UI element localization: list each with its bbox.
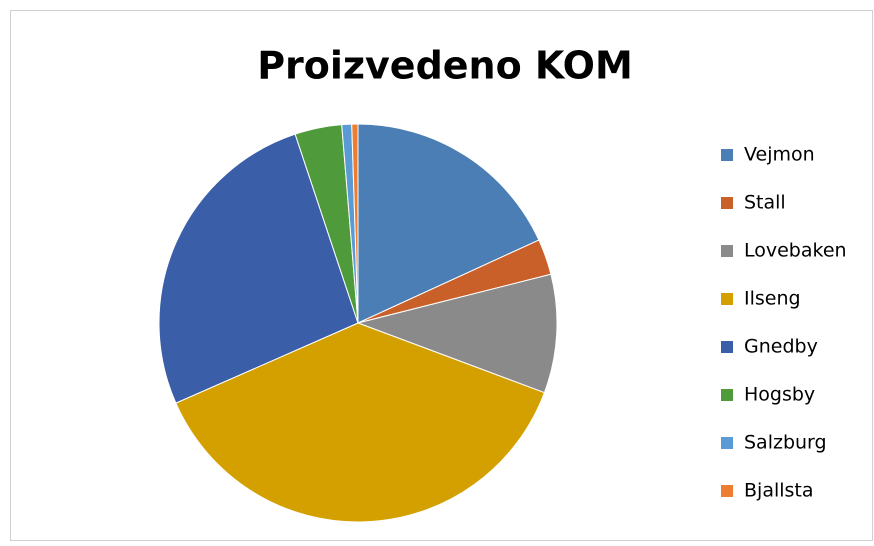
legend-swatch: [721, 245, 733, 257]
legend-label: Salzburg: [744, 432, 827, 454]
legend-swatch: [721, 485, 733, 497]
legend-swatch: [721, 437, 733, 449]
pie-slice: [357, 123, 540, 324]
legend-swatch: [721, 149, 733, 161]
legend-label: Ilseng: [744, 288, 801, 310]
legend-swatch: [721, 389, 733, 401]
legend-label: Hogsby: [744, 384, 815, 406]
pie-slice: [356, 273, 558, 394]
legend-swatch: [721, 341, 733, 353]
legend-label: Gnedby: [744, 336, 818, 358]
pie-slice: [158, 133, 359, 404]
chart-title: Proizvedeno KOM: [257, 44, 633, 88]
legend-label: Bjallsta: [744, 480, 814, 502]
legend-label: Stall: [744, 192, 786, 214]
legend-label: Vejmon: [744, 144, 815, 166]
pie-slice: [175, 322, 546, 523]
legend-swatch: [721, 197, 733, 209]
pie-slice: [351, 123, 359, 324]
legend-swatch: [721, 293, 733, 305]
legend-label: Lovebaken: [744, 240, 847, 262]
